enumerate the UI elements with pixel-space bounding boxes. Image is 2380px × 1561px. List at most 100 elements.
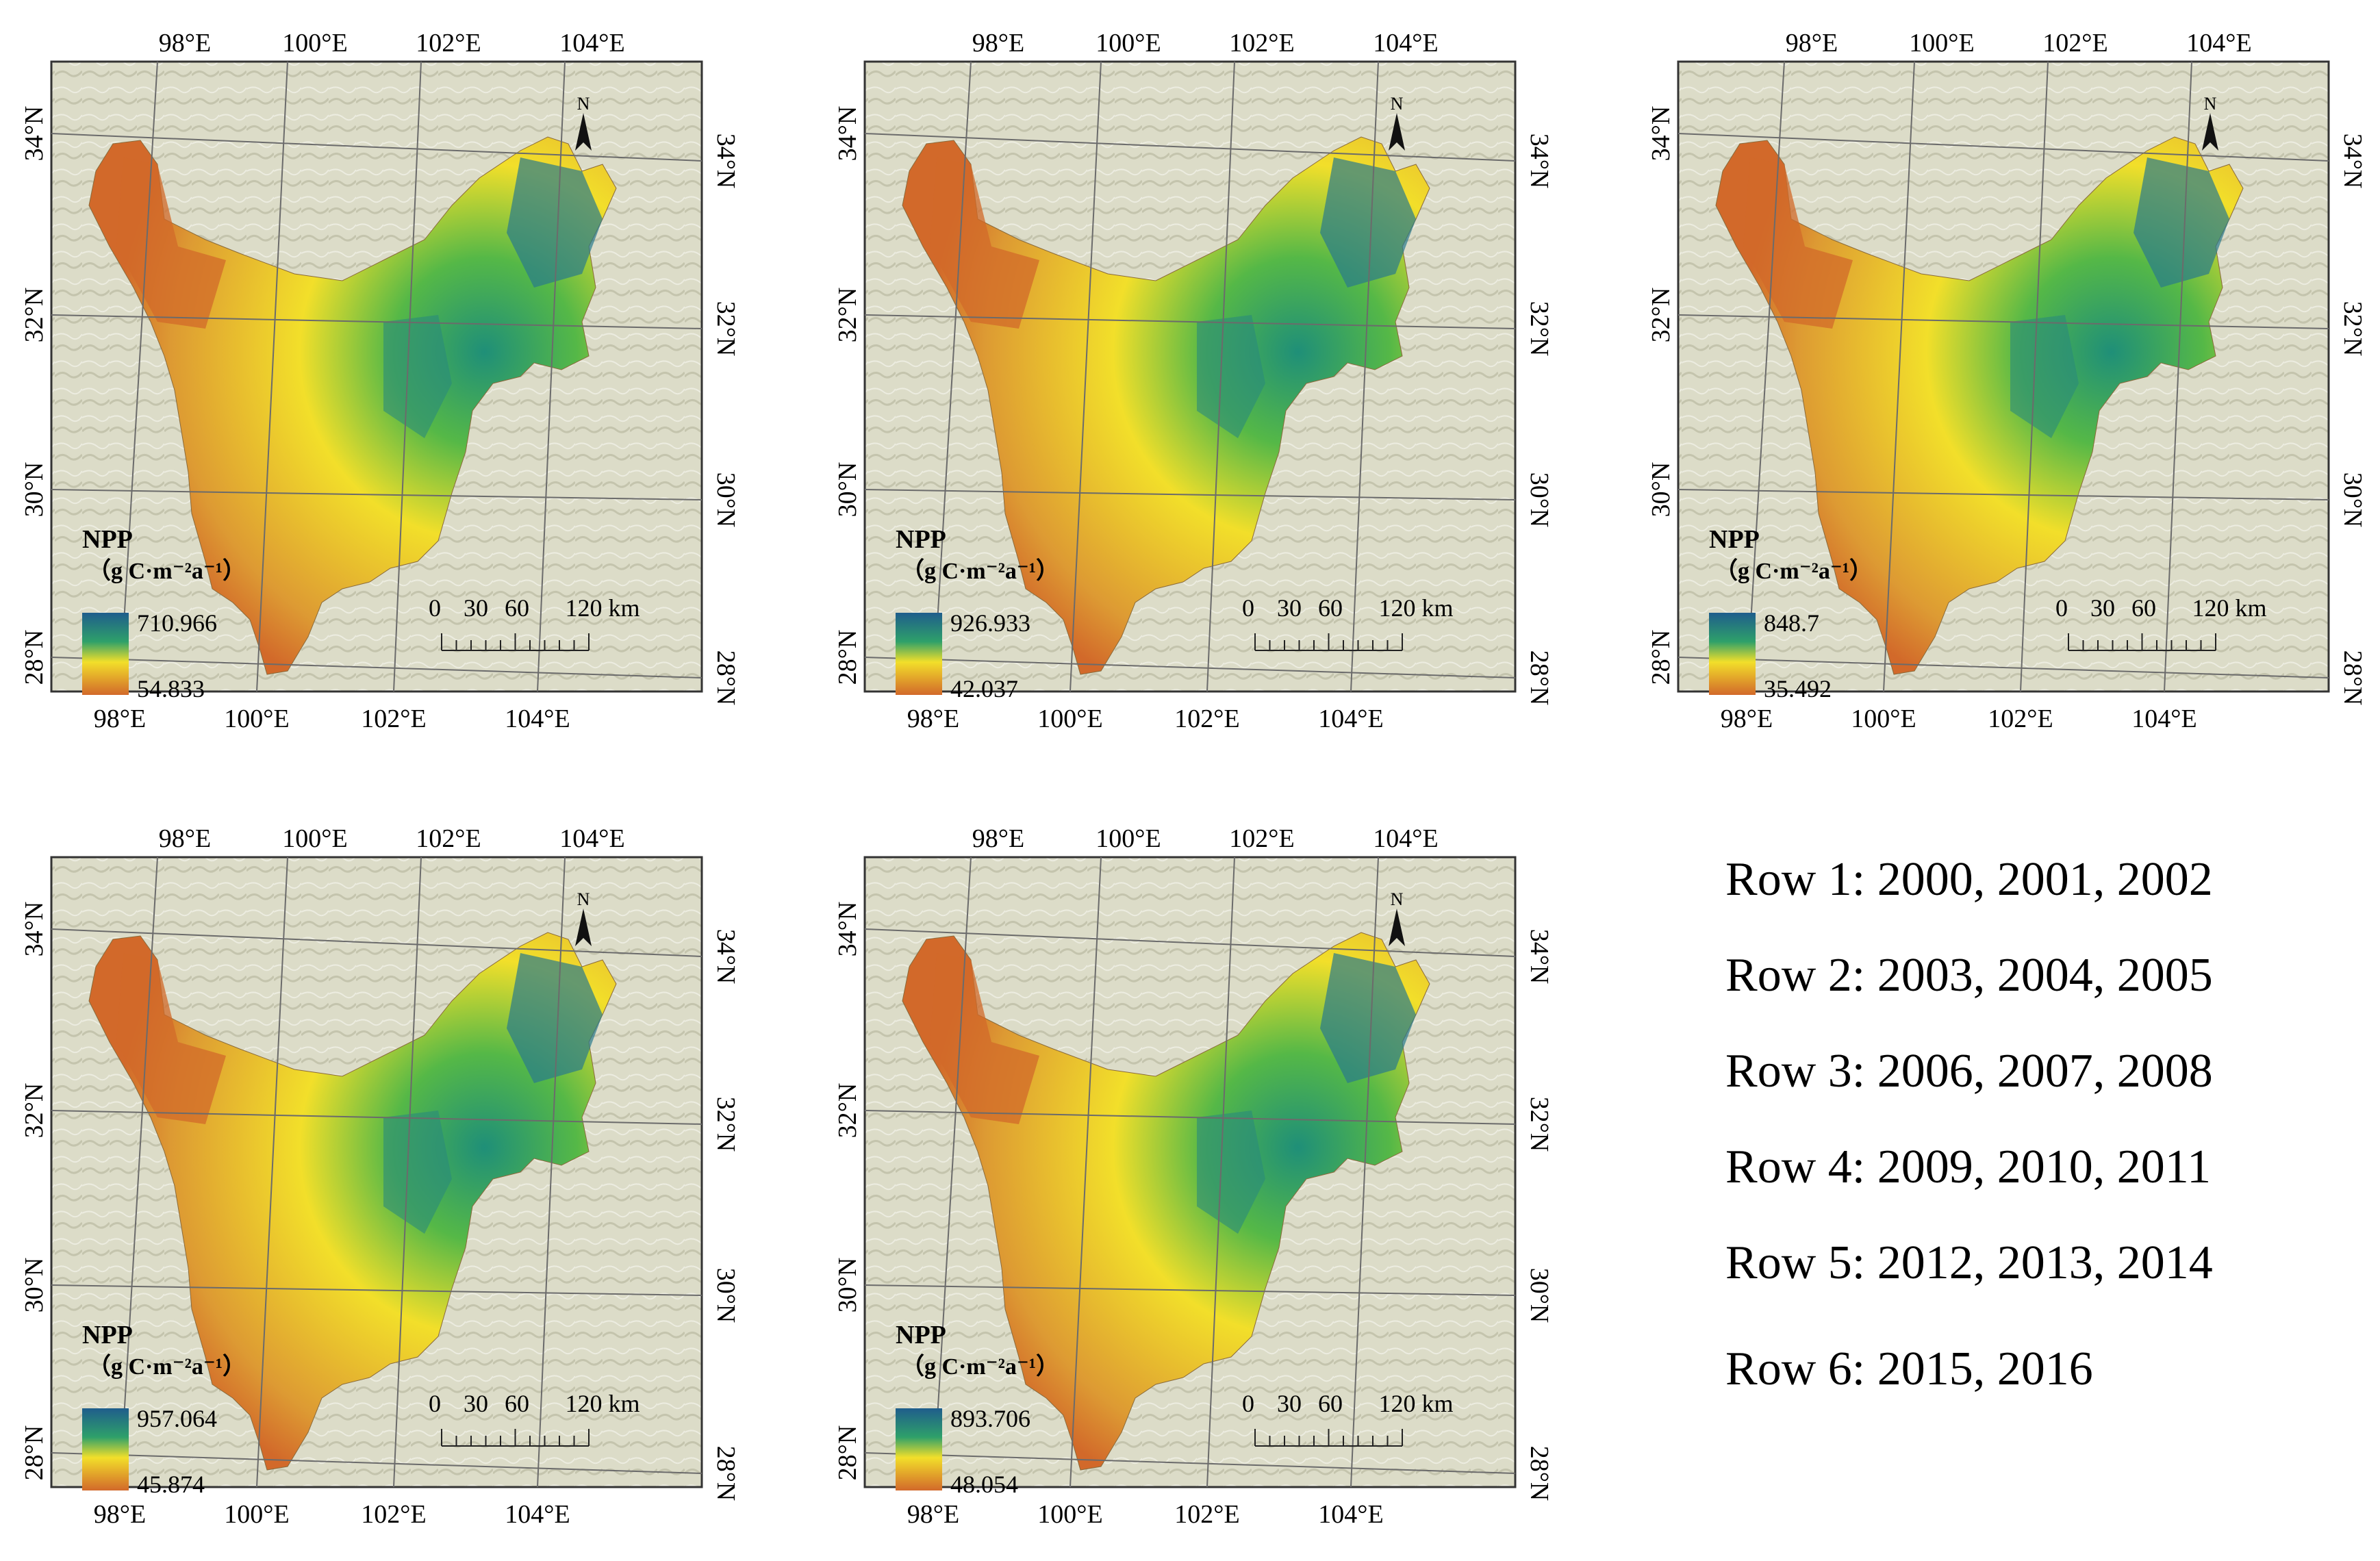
lon-label-top: 98°E [159, 824, 211, 853]
graticule-lat-line [864, 314, 1516, 329]
lat-label-right: 30°N [1525, 472, 1554, 528]
scale-label-0: 0 [429, 1390, 441, 1417]
legend-max-value: 893.706 [950, 1405, 1030, 1432]
lat-label-left: 32°N [833, 1083, 862, 1139]
scale-label-120km: 120 km [2192, 594, 2266, 622]
lat-label-right: 32°N [2338, 301, 2367, 357]
scale-label-60: 60 [1318, 594, 1343, 622]
legend-unit: （g C·m⁻²a⁻¹） [901, 557, 1059, 584]
year-row-1: Row 1: 2000, 2001, 2002 [1725, 853, 2213, 906]
graticule-lon-line [1069, 61, 1102, 692]
graticule-lat-line [864, 928, 1516, 957]
north-arrow: N [2202, 94, 2218, 151]
lon-label-top: 104°E [1373, 824, 1438, 853]
graticule-lat-line [864, 1110, 1516, 1125]
lon-label-bottom: 102°E [361, 1500, 426, 1529]
lon-label-bottom: 102°E [1988, 705, 2053, 733]
graticule-lat-line [51, 1284, 702, 1296]
lon-label-top: 98°E [1786, 29, 1838, 58]
lat-label-right: 30°N [1525, 1268, 1554, 1323]
lat-label-left: 32°N [20, 288, 49, 343]
legend-min-value: 42.037 [950, 675, 1018, 702]
high-npp-zone [1320, 157, 1416, 288]
lat-label-right: 34°N [711, 134, 740, 189]
lon-label-top: 98°E [159, 29, 211, 58]
legend-unit: （g C·m⁻²a⁻¹） [88, 557, 246, 584]
lon-label-top: 100°E [282, 824, 347, 853]
lat-label-right: 30°N [711, 472, 740, 528]
year-row-5: Row 5: 2012, 2013, 2014 [1725, 1236, 2213, 1289]
graticule-lon-line [1746, 61, 1785, 692]
lon-label-top: 104°E [559, 824, 624, 853]
lon-label-top: 100°E [1096, 29, 1161, 58]
lat-label-left: 32°N [20, 1083, 49, 1139]
year-row-3: Row 3: 2006, 2007, 2008 [1725, 1045, 2213, 1097]
graticule-lat-line [1678, 489, 2329, 500]
graticule-lat-line [51, 314, 702, 329]
legend-title: NPP [82, 1321, 133, 1349]
lat-label-left: 34°N [20, 902, 49, 957]
north-label: N [577, 889, 590, 909]
graticule-lon-line [119, 856, 158, 1488]
graticule-lat-line [51, 928, 702, 957]
lon-label-top: 102°E [416, 824, 481, 853]
lon-label-bottom: 102°E [1174, 705, 1239, 733]
lat-label-left: 30°N [20, 462, 49, 518]
lat-label-right: 34°N [1525, 134, 1554, 189]
npp-map-1: 98°E 98°E 34°N 34°N 100°E 100°E 32°N 32°N 102°E 1… [20, 29, 740, 733]
graticule-lon-line [119, 61, 158, 692]
legend-color-ramp [896, 613, 942, 695]
scale-label-0: 0 [1242, 594, 1254, 622]
graticule-lon-line [256, 856, 288, 1488]
scale-label-30: 30 [464, 594, 488, 622]
scale-label-0: 0 [2055, 594, 2068, 622]
lon-label-bottom: 104°E [1318, 705, 1383, 733]
scale-label-30: 30 [1277, 594, 1302, 622]
graticule-lat-line [51, 489, 702, 500]
graticule-lon-line [393, 61, 422, 692]
year-row-2: Row 2: 2003, 2004, 2005 [1725, 949, 2213, 1002]
scale-label-120km: 120 km [565, 1390, 640, 1417]
lon-label-bottom: 100°E [224, 1500, 289, 1529]
lon-label-bottom: 98°E [907, 705, 959, 733]
north-arrow: N [575, 889, 592, 946]
graticule-lon-line [2164, 61, 2192, 692]
lat-label-left: 28°N [20, 630, 49, 685]
lat-label-right: 32°N [1525, 1097, 1554, 1152]
lat-label-right: 28°N [1525, 650, 1554, 706]
lat-label-right: 28°N [1525, 1446, 1554, 1501]
legend-title: NPP [896, 1321, 946, 1349]
north-arrow: N [1389, 94, 1405, 151]
north-label: N [2204, 94, 2217, 114]
north-label: N [577, 94, 590, 114]
lon-label-top: 98°E [972, 29, 1024, 58]
lon-label-bottom: 104°E [2131, 705, 2197, 733]
npp-map-3: 98°E 98°E 34°N 34°N 100°E 100°E 32°N 32°N 102°E 1… [1647, 29, 2367, 733]
legend-max-value: 957.064 [137, 1405, 217, 1432]
high-npp-zone [383, 1111, 452, 1234]
scale-label-60: 60 [1318, 1390, 1343, 1417]
lon-label-bottom: 98°E [94, 705, 146, 733]
legend-min-value: 35.492 [1764, 675, 1832, 702]
scale-label-30: 30 [464, 1390, 488, 1417]
scale-label-60: 60 [2131, 594, 2156, 622]
graticule-lat-line [51, 1110, 702, 1125]
legend-color-ramp [82, 1408, 129, 1490]
lat-label-right: 32°N [1525, 301, 1554, 357]
scale-label-30: 30 [2090, 594, 2115, 622]
graticule-lon-line [537, 856, 566, 1488]
lat-label-left: 28°N [833, 1425, 862, 1481]
lat-label-right: 34°N [2338, 134, 2367, 189]
legend-color-ramp [1709, 613, 1756, 695]
scale-label-120km: 120 km [565, 594, 640, 622]
lat-label-right: 32°N [711, 1097, 740, 1152]
graticule-lon-line [1350, 61, 1379, 692]
lat-label-left: 28°N [1647, 630, 1675, 685]
legend-unit: （g C·m⁻²a⁻¹） [901, 1353, 1059, 1380]
graticule-lon-line [537, 61, 566, 692]
graticule-lon-line [393, 856, 422, 1488]
legend-max-value: 710.966 [137, 609, 217, 637]
lon-label-bottom: 100°E [1851, 705, 1916, 733]
lon-label-top: 104°E [1373, 29, 1438, 58]
lat-label-left: 30°N [833, 1258, 862, 1313]
